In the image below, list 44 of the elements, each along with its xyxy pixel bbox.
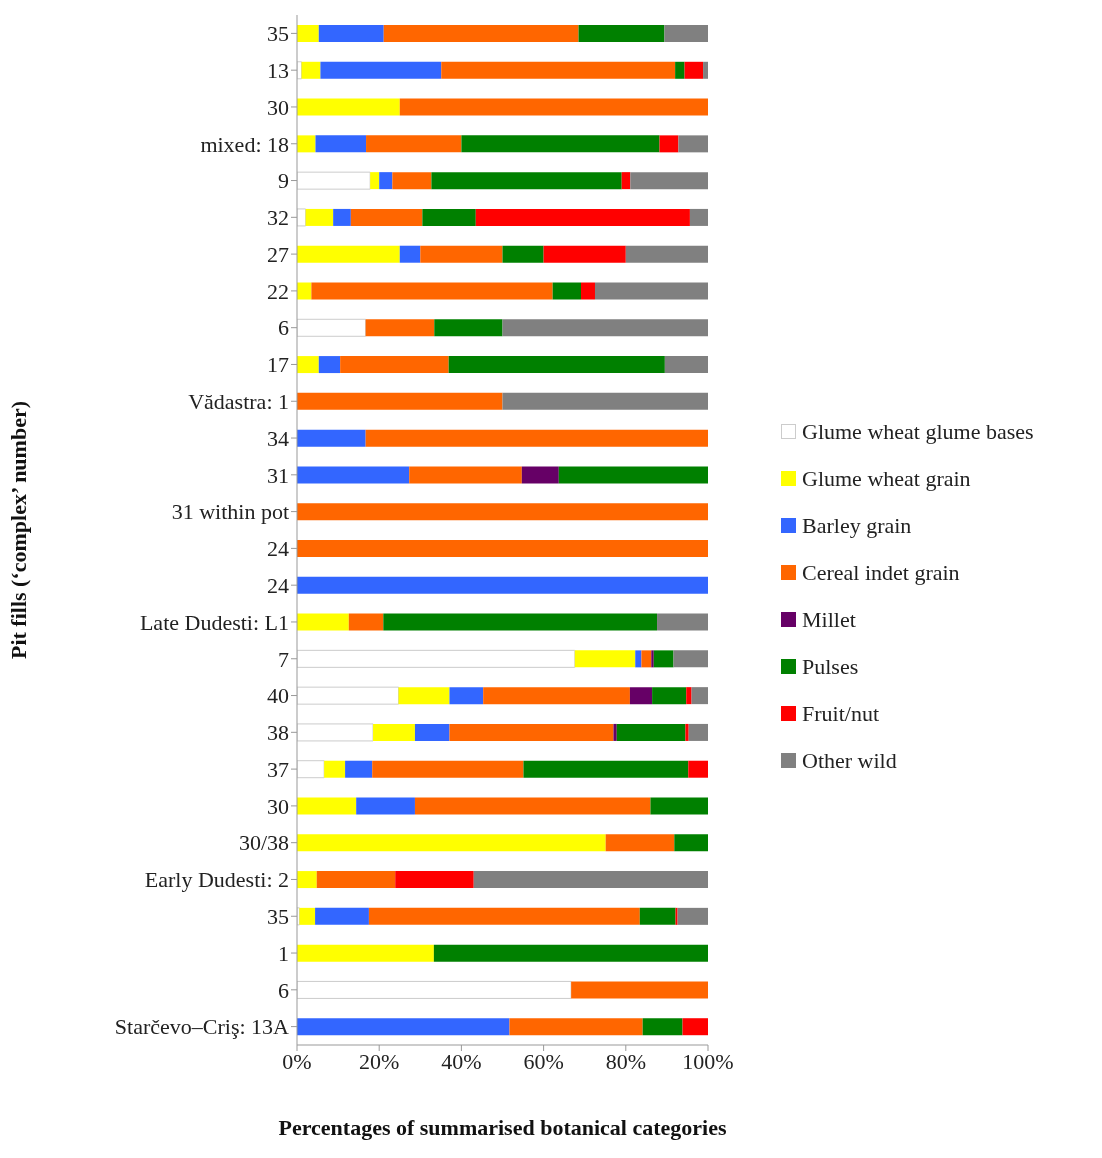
y-tick-label: 34 (267, 425, 289, 451)
x-tick-label: 20% (359, 1048, 400, 1074)
y-tick-label: 31 within pot (171, 499, 289, 525)
x-tick-label: 40% (441, 1048, 482, 1074)
y-tick-label: 6 (278, 977, 289, 1003)
legend-label: Other wild (802, 747, 897, 774)
y-tick-label: 6 (278, 315, 289, 341)
y-tick-label: 30/38 (238, 830, 289, 856)
y-tick-label: 31 (267, 462, 289, 488)
y-tick-label: 32 (267, 205, 289, 231)
x-tick-label: 80% (605, 1048, 646, 1074)
y-tick-label: 22 (267, 278, 289, 304)
y-tick-label: 1 (278, 940, 289, 966)
y-axis-title: Pit fills (‘complex’ number) (5, 400, 31, 660)
legend-label: Glume wheat glume bases (802, 418, 1034, 445)
y-tick-label: 35 (267, 21, 289, 47)
y-tick-label: 30 (267, 793, 289, 819)
x-tick-label: 0% (282, 1048, 312, 1074)
y-tick-label: Vădastra: 1 (188, 389, 289, 415)
y-tick-label: Early Dudesti: 2 (144, 867, 289, 893)
legend-label: Pulses (802, 653, 859, 680)
y-tick-label: 9 (278, 168, 289, 194)
y-tick-label: 35 (267, 904, 289, 930)
y-tick-label: 13 (267, 57, 289, 83)
x-tick-label: 100% (682, 1048, 734, 1074)
legend-label: Glume wheat grain (802, 465, 971, 492)
x-axis-title: Percentages of summarised botanical categories (278, 1115, 727, 1140)
y-tick-label: 40 (267, 683, 289, 709)
y-tick-label: 7 (278, 646, 289, 672)
y-tick-label: mixed: 18 (200, 131, 289, 157)
y-tick-label: 30 (267, 94, 289, 120)
y-tick-label: Starčevo–Criş: 13A (114, 1014, 290, 1040)
legend-label: Fruit/nut (802, 700, 880, 727)
y-tick-label: 27 (267, 241, 289, 267)
x-tick-label: 60% (523, 1048, 564, 1074)
y-tick-label: 24 (267, 536, 289, 562)
legend-label: Cereal indet grain (802, 559, 960, 586)
y-tick-label: Late Dudesti: L1 (139, 609, 289, 635)
legend-label: Millet (802, 606, 856, 633)
legend-label: Barley grain (802, 512, 912, 539)
y-tick-label: 38 (267, 720, 289, 746)
y-tick-label: 24 (267, 572, 289, 598)
y-tick-label: 17 (267, 352, 289, 378)
y-tick-label: 37 (267, 756, 289, 782)
